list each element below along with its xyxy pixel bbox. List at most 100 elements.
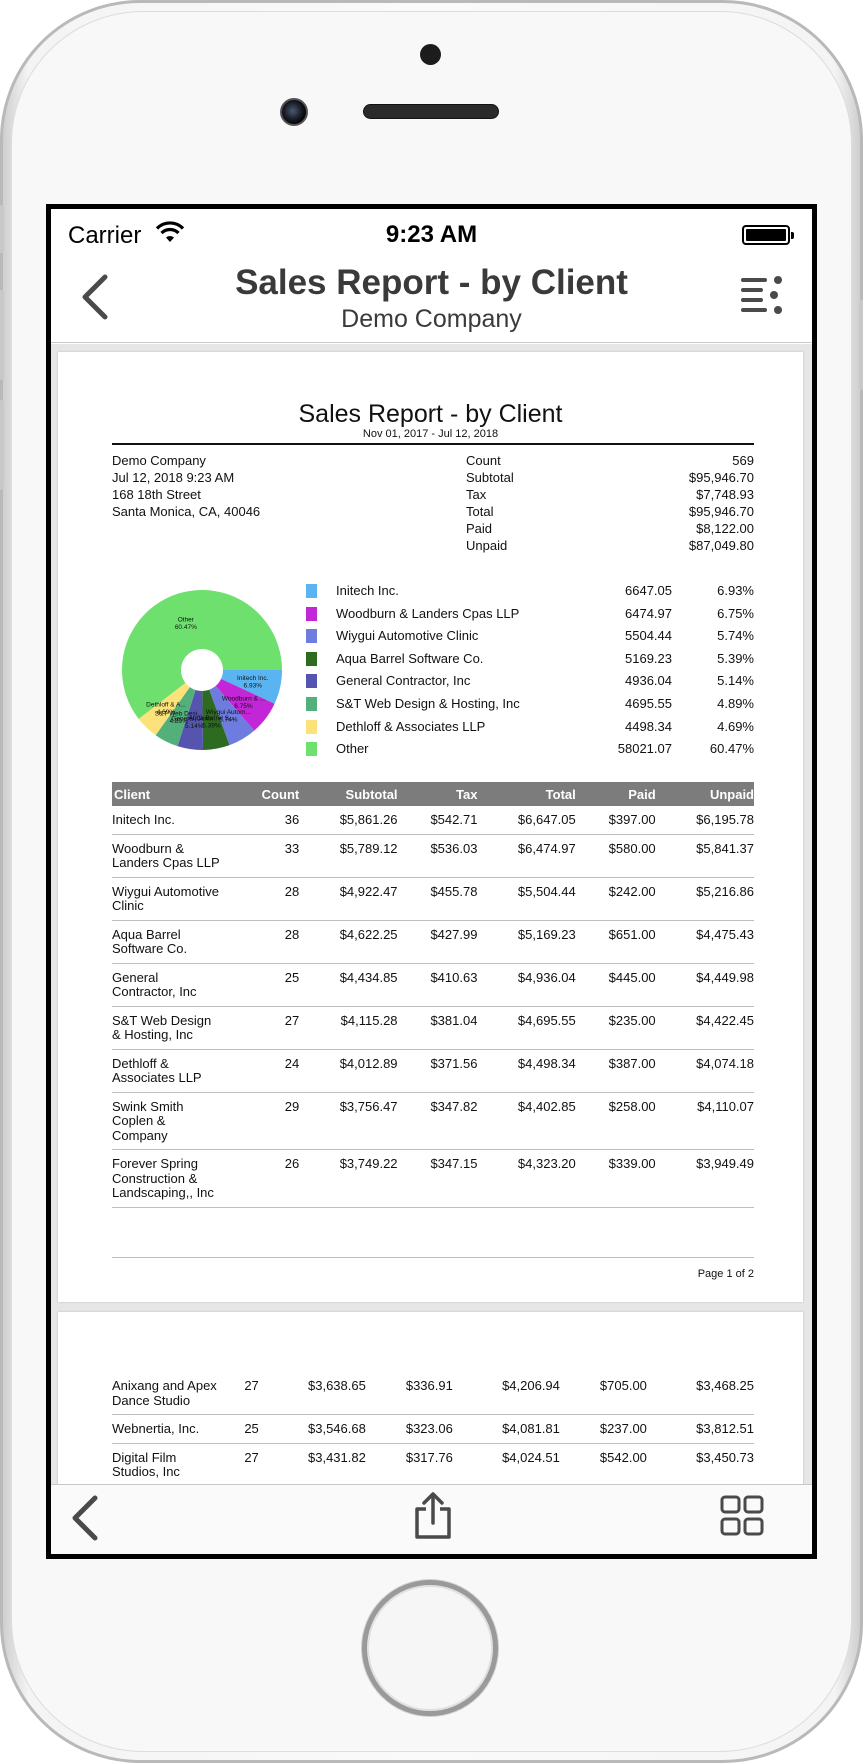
legend-percent: 5.14%	[717, 673, 754, 689]
proximity-sensor	[420, 44, 441, 65]
volume-down-button	[0, 400, 4, 490]
pie-slice-label: Initech Inc.	[237, 675, 269, 682]
table-cell: 27	[232, 1443, 259, 1484]
table-cell: $5,789.12	[299, 834, 398, 878]
report-viewer[interactable]: Sales Report - by Client Nov 01, 2017 - …	[51, 344, 812, 1484]
legend-percent: 4.89%	[717, 695, 754, 711]
table-cell: $397.00	[575, 806, 656, 835]
summary-value: $8,122.00	[696, 521, 754, 536]
pie-slice	[155, 687, 196, 747]
status-bar: Carrier 9:23 AM	[51, 209, 812, 253]
legend-swatch	[306, 606, 317, 621]
home-button[interactable]	[362, 1580, 498, 1716]
legend-label: Initech Inc.	[336, 583, 399, 598]
table-cell: 25	[232, 1414, 259, 1444]
legend-item: Other 58021.07 60.47%	[306, 740, 754, 763]
chevron-left-icon[interactable]	[67, 1495, 103, 1541]
pie-slice-percent: 60.47%	[175, 624, 197, 631]
client-name-cell: Dethloff & Associates LLP	[112, 1049, 232, 1093]
pie-slice	[202, 689, 230, 750]
table-cell: $5,169.23	[477, 920, 576, 964]
pie-slice-label: Other	[178, 617, 195, 624]
table-cell: $3,546.68	[258, 1414, 366, 1444]
legend-item: S&T Web Design & Hosting, Inc 4695.55 4.89…	[306, 695, 754, 718]
column-header: Paid	[575, 782, 656, 806]
table-cell: $3,450.73	[646, 1443, 754, 1484]
pie-slice-label: S&T Web Desi...	[155, 710, 203, 717]
table-cell: $6,195.78	[655, 806, 754, 835]
volume-up-button	[0, 290, 4, 380]
table-cell: 28	[232, 877, 300, 921]
table-cell: $580.00	[575, 834, 656, 878]
legend-item: Dethloff & Associates LLP 4498.34 4.69%	[306, 718, 754, 741]
column-header: Client	[112, 782, 232, 806]
company-info: Demo Company Jul 12, 2018 9:23 AM 168 18…	[112, 452, 260, 520]
table-cell: $4,622.25	[299, 920, 398, 964]
table-cell: 26	[232, 1149, 300, 1208]
mute-switch	[0, 205, 4, 253]
table-cell: $410.63	[397, 963, 478, 1007]
summary-row: Paid $8,122.00	[466, 520, 754, 537]
summary-row: Subtotal $95,946.70	[466, 469, 754, 486]
table-row: Dethloff & Associates LLP 24 $4,012.89 $371…	[112, 1049, 754, 1093]
table-row: S&T Web Design & Hosting, Inc 27 $4,115.28…	[112, 1006, 754, 1050]
table-cell: $4,922.47	[299, 877, 398, 921]
table-row: Digital Film Studios, Inc 27 $3,431.82 $317…	[112, 1443, 754, 1484]
legend-value: 6474.97	[625, 605, 672, 621]
client-name-cell: Webnertia, Inc.	[112, 1414, 232, 1444]
table-row: Forever Spring Construction & Landscapin…	[112, 1149, 754, 1208]
client-name-cell: Forever Spring Construction & Landscapin…	[112, 1149, 232, 1208]
table-cell: $4,936.04	[477, 963, 576, 1007]
table-cell: $5,504.44	[477, 877, 576, 921]
bottom-toolbar	[51, 1484, 812, 1554]
client-name-cell: Wiygui Automotive Clinic	[112, 877, 232, 921]
table-cell: $4,449.98	[655, 963, 754, 1007]
share-icon[interactable]	[411, 1491, 455, 1541]
client-table-continued: Anixang and Apex Dance Studio 27 $3,638.65…	[112, 1372, 754, 1484]
legend-label: Dethloff & Associates LLP	[336, 718, 486, 734]
chart-legend: Initech Inc. 6647.05 6.93% Woodburn & Lande…	[306, 582, 754, 763]
table-cell: $5,861.26	[299, 806, 398, 835]
legend-swatch	[306, 719, 317, 734]
summary-label: Tax	[466, 487, 487, 502]
table-cell: $3,431.82	[258, 1443, 366, 1484]
summary-label: Paid	[466, 521, 493, 536]
table-row: Anixang and Apex Dance Studio 27 $3,638.65…	[112, 1372, 754, 1415]
grid-icon[interactable]	[720, 1495, 764, 1537]
chevron-left-icon[interactable]	[75, 273, 115, 321]
table-cell: $4,323.20	[477, 1149, 576, 1208]
table-row: General Contractor, Inc 25 $4,434.85 $410.6…	[112, 963, 754, 1007]
summary-label: Total	[466, 504, 494, 519]
list-menu-icon[interactable]	[741, 275, 785, 317]
report-datetime: Jul 12, 2018 9:23 AM	[112, 470, 235, 485]
legend-percent: 6.93%	[717, 583, 754, 598]
pie-slice-label: General Contr...	[171, 715, 217, 722]
table-cell: $4,074.18	[655, 1049, 754, 1093]
table-cell: $347.15	[397, 1149, 478, 1208]
pie-slice	[177, 689, 204, 750]
pie-slice	[122, 590, 282, 719]
table-cell: $5,216.86	[655, 877, 754, 921]
table-cell: $445.00	[575, 963, 656, 1007]
table-cell: $4,498.34	[477, 1049, 576, 1093]
screen: Carrier 9:23 AM Sales Report - by Client…	[46, 204, 817, 1559]
table-cell: $3,749.22	[299, 1149, 398, 1208]
summary-value: $95,946.70	[688, 470, 754, 485]
legend-value: 4695.55	[625, 695, 672, 711]
legend-percent: 6.75%	[717, 605, 754, 621]
table-cell: $536.03	[397, 834, 478, 878]
table-cell: $3,756.47	[299, 1092, 398, 1150]
table-cell: $3,638.65	[258, 1372, 366, 1415]
wifi-icon	[155, 221, 185, 242]
column-header: Tax	[397, 782, 478, 806]
client-name-cell: Anixang and Apex Dance Studio	[112, 1372, 232, 1415]
table-cell: 36	[232, 806, 300, 835]
table-cell: $455.78	[397, 877, 478, 921]
table-cell: $4,402.85	[477, 1092, 576, 1150]
legend-swatch	[306, 674, 317, 689]
table-cell: $323.06	[365, 1414, 453, 1444]
legend-swatch	[306, 742, 317, 757]
legend-value: 5169.23	[625, 650, 672, 666]
summary-value: $95,946.70	[688, 504, 754, 519]
